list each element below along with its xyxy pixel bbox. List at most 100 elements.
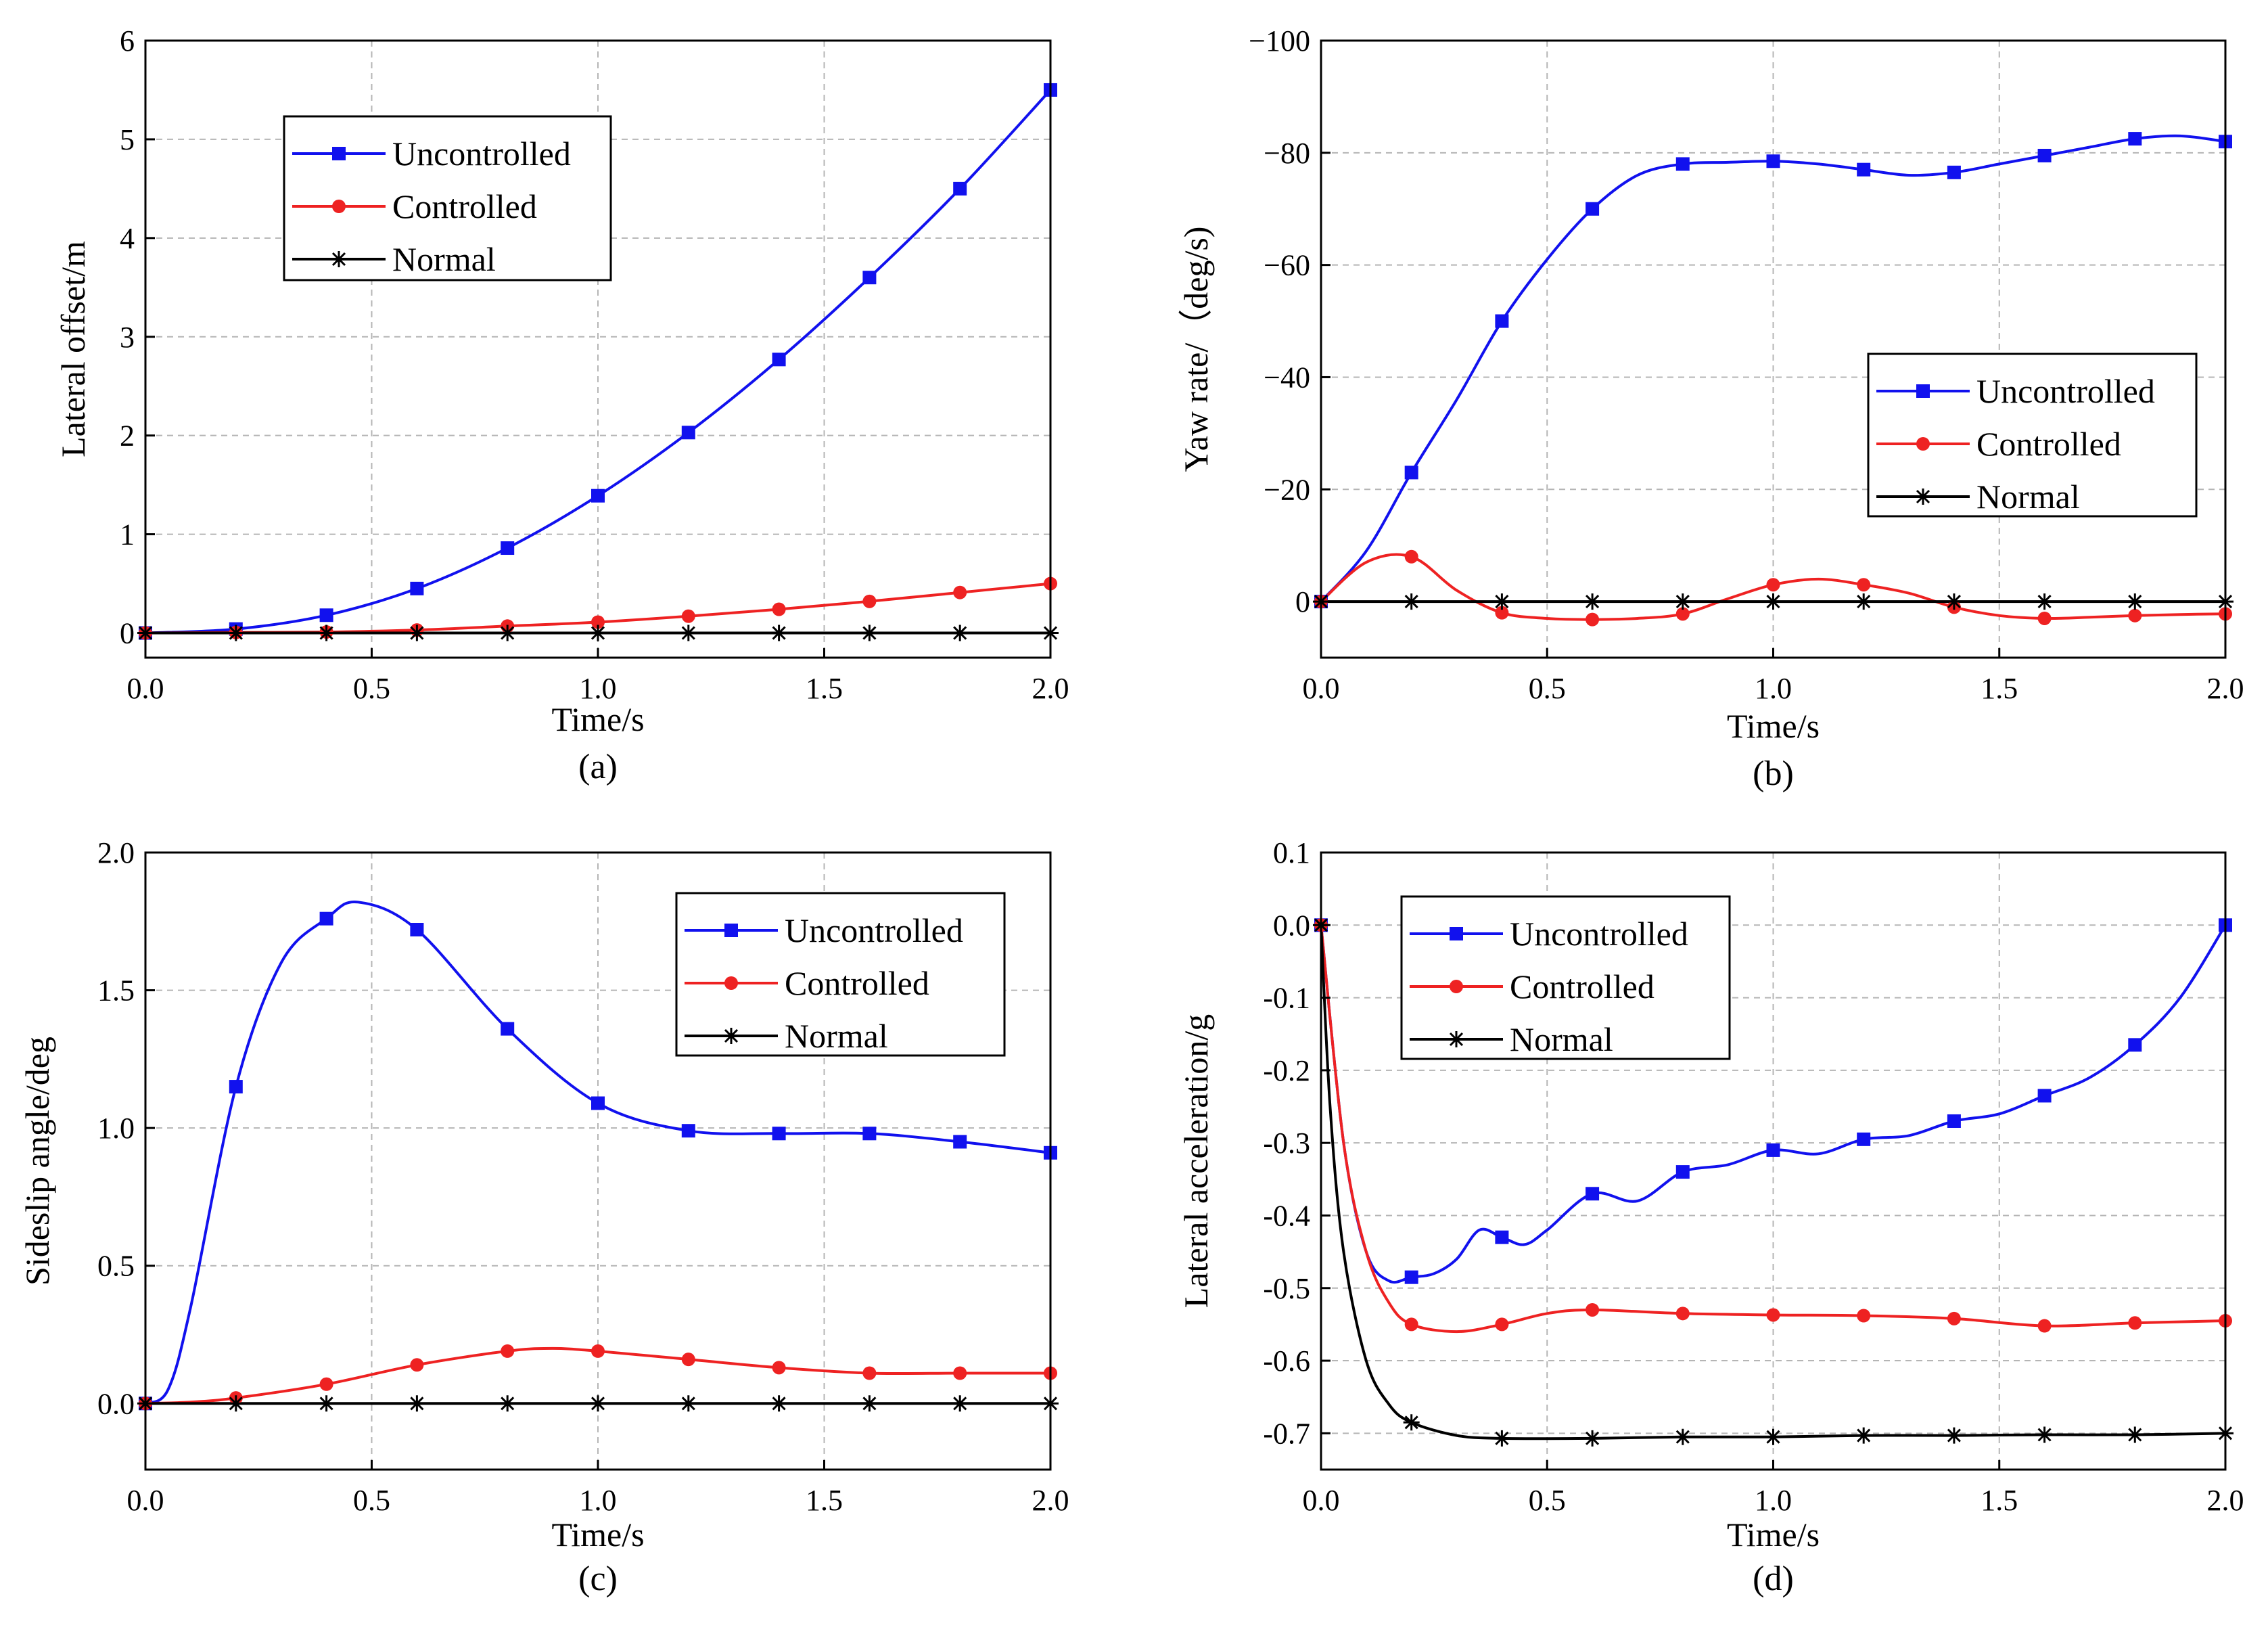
data-point-controlled [1766,578,1780,592]
series-line-controlled [145,1346,1050,1405]
legend-marker [332,147,346,160]
legend-label: Normal [1510,1020,1613,1058]
data-point-normal [318,1395,335,1412]
y-tick-label: 0.5 [97,1250,135,1283]
x-tick-label: 0.5 [353,672,390,705]
data-point-uncontrolled [953,181,967,196]
data-point-normal [1494,1430,1510,1447]
x-tick-label: 0.0 [1303,1484,1340,1517]
x-axis-label: Time/s [1727,1516,1820,1553]
data-point-controlled [681,1353,695,1367]
series-line-uncontrolled [144,900,1051,1405]
chart-panel: 0.0 0.5 1.0 1.5 2.0 0.1 0.0 -0.1 -0.2 -0.3 -0.4 -0.… [1177,836,2244,1598]
data-point-uncontrolled [953,1135,967,1149]
y-tick-label: -0.6 [1263,1344,1310,1378]
data-point-uncontrolled [1857,1132,1871,1146]
data-point-normal [409,1395,425,1412]
data-point-uncontrolled [1947,165,1961,179]
data-point-normal [2127,1426,2144,1443]
data-point-uncontrolled [1857,162,1871,177]
data-point-normal [2036,593,2053,610]
data-point-normal [1945,1427,1962,1444]
x-tick-label: 1.0 [1755,672,1792,705]
x-tick-label: 1.0 [580,672,617,705]
y-tick-label: −100 [1249,24,1310,58]
data-point-uncontrolled [410,923,424,936]
data-point-normal [1403,593,1420,610]
y-tick-label: 1 [120,518,135,551]
x-tick-label: 0.5 [1529,1484,1566,1517]
legend-label: Controlled [392,187,537,225]
data-point-uncontrolled [2037,1089,2052,1103]
data-point-controlled [2128,608,2142,622]
data-point-uncontrolled [2037,148,2052,162]
data-point-uncontrolled [1675,1165,1690,1179]
data-point-normal [680,625,697,641]
legend-marker [1915,489,1931,505]
x-tick-label: 1.5 [1981,1484,2018,1517]
y-tick-label: -0.7 [1263,1417,1310,1450]
legend-marker [1448,1031,1464,1047]
y-tick-label: 0 [1295,585,1310,618]
x-axis-label: Time/s [551,1516,644,1553]
legend-label: Uncontrolled [1510,915,1688,953]
data-point-uncontrolled [1675,157,1690,171]
data-point-normal [952,1395,969,1412]
y-tick-label: −40 [1264,361,1310,394]
data-point-controlled [1404,549,1418,564]
y-tick-label: −20 [1264,473,1310,506]
data-point-normal [770,1395,787,1412]
data-point-controlled [591,1344,605,1358]
data-point-controlled [1404,1317,1418,1332]
y-tick-label: −60 [1264,249,1310,282]
legend: Uncontrolled Controlled Normal [1867,353,2198,518]
y-tick-label: -0.1 [1263,982,1310,1015]
y-tick-label: 0.1 [1273,836,1310,869]
legend-label: Normal [1976,478,2080,516]
legend-label: Uncontrolled [1976,372,2155,410]
y-tick-label: −80 [1264,137,1310,170]
data-point-uncontrolled [1586,1187,1600,1201]
x-tick-label: 0.5 [1529,672,1566,705]
data-point-controlled [319,1377,333,1391]
legend-marker [724,976,738,990]
y-tick-label: -0.4 [1263,1199,1310,1232]
x-tick-label: 0.0 [1303,672,1340,705]
data-point-uncontrolled [319,608,333,622]
x-tick-label: 0.0 [127,672,164,705]
x-tick-label: 0.5 [353,1484,390,1517]
data-point-uncontrolled [501,541,515,555]
data-point-normal [1674,593,1691,610]
data-point-normal [590,1395,606,1412]
data-point-uncontrolled [2128,1038,2142,1052]
data-point-normal [680,1395,697,1412]
x-tick-label: 2.0 [1032,1484,1069,1517]
data-point-controlled [1766,1308,1780,1322]
legend-label: Controlled [785,964,929,1002]
y-axis-label: Yaw rate/（deg/s) [1177,227,1215,472]
x-axis-label: Time/s [551,700,644,738]
x-tick-label: 2.0 [1032,672,1069,705]
data-point-controlled [2037,611,2052,625]
data-point-uncontrolled [1495,314,1509,328]
y-tick-label: 0.0 [1273,909,1310,942]
legend: Uncontrolled Controlled Normal [1400,895,1731,1060]
data-point-normal [2036,1426,2053,1443]
data-point-uncontrolled [591,489,605,503]
data-point-controlled [862,1366,877,1380]
x-tick-label: 0.0 [127,1484,164,1517]
data-point-controlled [1586,1302,1600,1317]
data-point-normal [1855,593,1872,610]
y-tick-label: 1.0 [97,1112,135,1145]
y-tick-label: -0.3 [1263,1127,1310,1160]
data-point-uncontrolled [1404,466,1418,480]
data-point-normal [227,1395,244,1412]
legend-marker [1450,980,1463,993]
data-point-normal [1765,1428,1782,1445]
legend-marker [724,924,738,937]
x-axis-label: Time/s [1727,707,1820,745]
series-line-uncontrolled [145,89,1052,635]
data-point-uncontrolled [772,1127,786,1141]
legend-marker [1916,384,1930,398]
y-tick-label: 6 [120,24,135,58]
